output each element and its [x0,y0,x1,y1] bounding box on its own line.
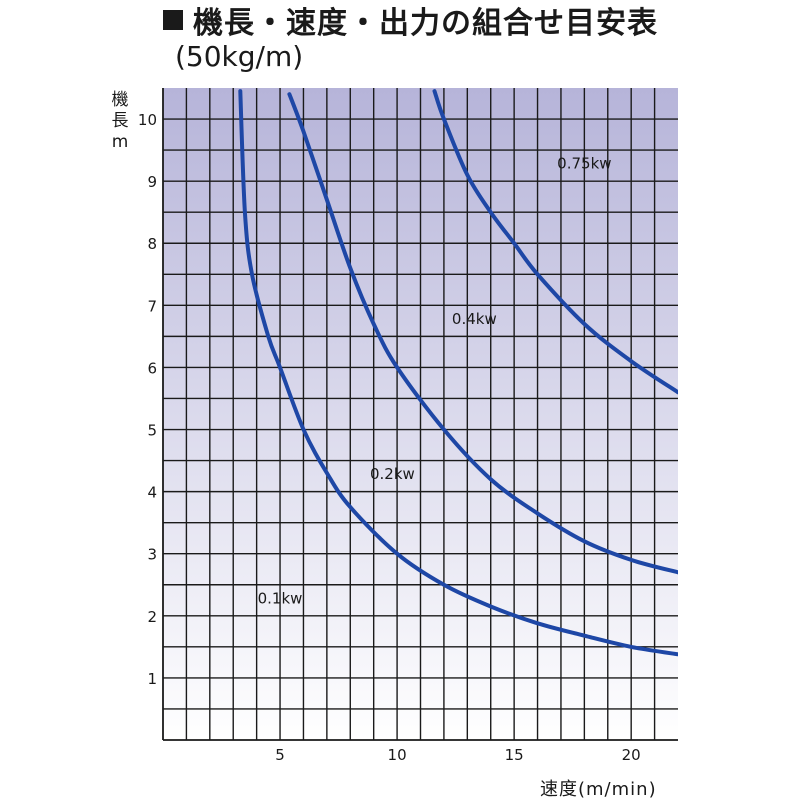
x-tick-label: 5 [275,746,285,764]
chart-title-row: 機長・速度・出力の組合せ目安表 [163,0,658,41]
chart-title: 機長・速度・出力の組合せ目安表 [193,6,658,41]
y-axis-label-char: 機 [111,90,129,110]
curves [238,89,678,657]
grid [162,88,678,741]
y-tick-label: 1 [147,670,157,688]
y-axis-label-char: 長 [111,111,129,131]
series-line-1 [238,89,678,657]
curve-label: 0.75kw [557,155,611,173]
y-tick-label: 6 [147,359,157,377]
y-tick-label: 8 [147,235,157,253]
tick-labels: 1 2 3 4 5 6 7 8 9 10 5 10 15 20 [138,111,641,764]
annotations: 0.75kw 0.4kw 0.2kw 0.1kw [258,155,612,608]
y-tick-label: 3 [147,546,157,564]
y-tick-label: 10 [138,111,157,129]
y-tick-label: 5 [147,422,157,440]
x-tick-label: 10 [388,746,407,764]
y-tick-label: 2 [147,608,157,626]
series-line-3 [432,89,678,395]
series-line-2 [287,92,678,575]
curve-label: 0.1kw [258,589,303,607]
title-bullet-square [163,10,183,30]
y-tick-label: 7 [147,297,157,315]
y-axis-label-char: m [111,132,129,152]
y-tick-label: 4 [147,484,157,502]
y-tick-label: 9 [147,173,157,191]
x-tick-label: 20 [622,746,641,764]
y-axis-label: 機 長 m [108,90,132,153]
x-tick-label: 15 [505,746,524,764]
x-axis-label: 速度(m/min) [540,779,657,800]
curve-label: 0.2kw [370,465,415,483]
chart-subtitle: (50kg/m) [175,40,304,73]
curve-label: 0.4kw [452,310,497,328]
